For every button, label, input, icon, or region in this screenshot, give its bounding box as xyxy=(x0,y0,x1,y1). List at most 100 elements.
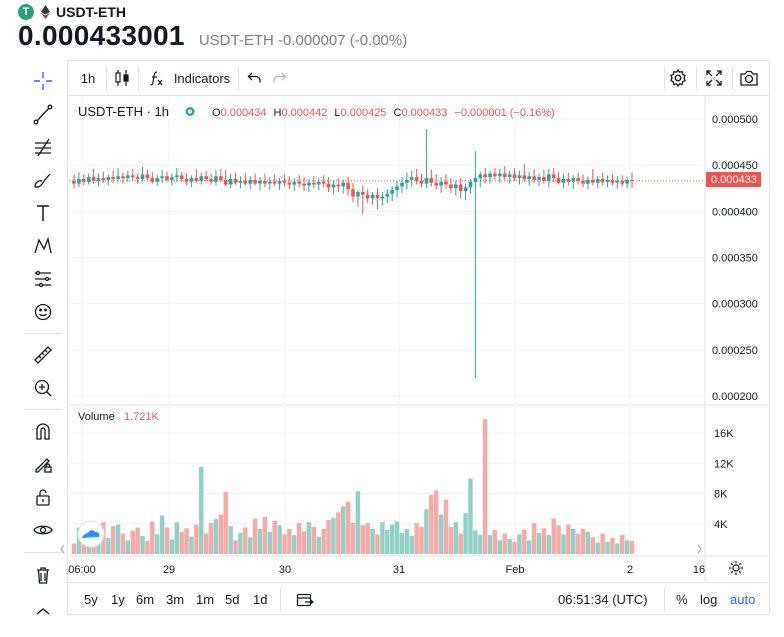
volume-bar xyxy=(595,542,600,554)
candle-body xyxy=(615,180,620,183)
volume-bar xyxy=(409,535,414,554)
candle-body xyxy=(126,175,130,179)
candle-body xyxy=(199,176,204,181)
volume-bar xyxy=(502,533,507,554)
range-1d[interactable]: 1d xyxy=(253,592,268,607)
volume-bar xyxy=(389,524,395,554)
price-change: USDT-ETH -0.000007 (-0.00%) xyxy=(198,32,408,49)
price-tick-label: 0.000300 xyxy=(712,299,758,311)
eye-icon[interactable] xyxy=(30,517,56,543)
volume-tick-label: 12K xyxy=(714,458,734,470)
candle-body xyxy=(233,179,238,183)
range-3m[interactable]: 3m xyxy=(166,592,185,607)
unlock-icon[interactable] xyxy=(30,484,56,510)
volume-bar xyxy=(561,534,566,554)
drawing-toolbar xyxy=(18,60,68,615)
volume-bar xyxy=(448,526,454,554)
redo-icon[interactable] xyxy=(268,60,290,96)
ruler-tool-icon[interactable] xyxy=(30,342,56,368)
candle-body xyxy=(165,176,169,180)
price-tick-label: 0.000250 xyxy=(712,345,758,357)
percent-toggle[interactable]: % xyxy=(676,592,688,607)
candle-body xyxy=(542,177,546,181)
candle-body xyxy=(610,179,615,183)
volume-bar xyxy=(248,537,253,554)
fullscreen-icon[interactable] xyxy=(702,60,726,96)
trend-line-tool-icon[interactable] xyxy=(30,101,56,127)
settings-icon[interactable] xyxy=(666,60,690,96)
volume-bars xyxy=(71,419,635,554)
emoji-tool-icon[interactable] xyxy=(30,299,56,325)
volume-bar xyxy=(419,526,424,554)
camera-icon[interactable] xyxy=(736,60,762,96)
volume-bar xyxy=(536,532,542,554)
goto-date-icon[interactable] xyxy=(296,583,314,616)
candle-body xyxy=(194,178,199,181)
range-5d[interactable]: 5d xyxy=(225,592,240,607)
volume-bar xyxy=(252,518,258,554)
candle-body xyxy=(174,175,179,178)
scroll-right-icon[interactable] xyxy=(697,544,702,554)
auto-toggle[interactable]: auto xyxy=(730,592,756,607)
volume-tick-label: 16K xyxy=(714,428,734,440)
range-1y[interactable]: 1y xyxy=(111,592,125,607)
volume-bar xyxy=(629,540,635,554)
current-price: 0.000433001 xyxy=(18,20,185,51)
magnet-icon[interactable] xyxy=(30,418,56,444)
pattern-tool-icon[interactable] xyxy=(30,233,56,259)
candle-body xyxy=(204,176,208,180)
chevron-up-icon[interactable] xyxy=(30,598,56,624)
range-5y[interactable]: 5y xyxy=(84,592,98,607)
candle-body xyxy=(184,179,189,182)
candle-body xyxy=(483,174,487,178)
volume-bar xyxy=(551,518,556,554)
candle-body xyxy=(96,178,101,181)
fx-icon[interactable] xyxy=(148,60,166,96)
volume-bar xyxy=(585,532,591,554)
candles-style-icon[interactable] xyxy=(110,60,134,96)
toolbar-divider xyxy=(664,588,665,612)
volume-bar xyxy=(125,540,131,554)
candle-body xyxy=(238,180,243,183)
candle-body xyxy=(111,177,115,180)
text-tool-icon[interactable] xyxy=(30,200,56,226)
prediction-tool-icon[interactable] xyxy=(30,266,56,292)
clock-time[interactable]: 06:51:34 (UTC) xyxy=(558,592,648,607)
range-6m[interactable]: 6m xyxy=(136,592,155,607)
volume-bar xyxy=(478,535,483,554)
crosshair-tool-icon[interactable] xyxy=(30,68,56,94)
lock-drawings-icon[interactable] xyxy=(30,451,56,477)
toolbar-divider xyxy=(24,552,62,553)
volume-bar xyxy=(277,525,282,554)
candle-body xyxy=(263,180,267,184)
range-1m[interactable]: 1m xyxy=(196,592,215,607)
interval-button[interactable]: 1h xyxy=(80,70,96,86)
candle-body xyxy=(272,181,277,184)
volume-bar xyxy=(203,533,209,554)
volume-bar xyxy=(429,495,434,554)
candle-body xyxy=(302,183,306,186)
trash-icon[interactable] xyxy=(30,562,56,588)
zoom-in-icon[interactable] xyxy=(30,375,56,401)
price-tick-label: 0.000450 xyxy=(712,160,758,172)
indicators-button[interactable]: Indicators xyxy=(173,70,231,86)
candle-body xyxy=(595,179,600,183)
axis-settings-icon[interactable] xyxy=(729,561,743,575)
candle-body xyxy=(512,174,517,179)
volume-bar xyxy=(282,534,287,554)
fib-tool-icon[interactable] xyxy=(30,134,56,160)
undo-icon[interactable] xyxy=(244,60,266,96)
symbol-name: USDT-ETH xyxy=(56,4,126,20)
volume-bar xyxy=(590,537,596,554)
candle-body xyxy=(409,177,414,180)
time-tick-label: 06:00 xyxy=(68,564,96,576)
volume-bar xyxy=(115,524,121,554)
price-header: 0.000433001 USDT-ETH -0.000007 (-0.00%) xyxy=(18,20,407,52)
candle-body xyxy=(336,184,341,187)
log-toggle[interactable]: log xyxy=(700,592,718,607)
candles xyxy=(72,129,634,378)
candle-body xyxy=(179,175,184,180)
scroll-left-icon[interactable] xyxy=(60,544,65,554)
brush-tool-icon[interactable] xyxy=(30,167,56,193)
